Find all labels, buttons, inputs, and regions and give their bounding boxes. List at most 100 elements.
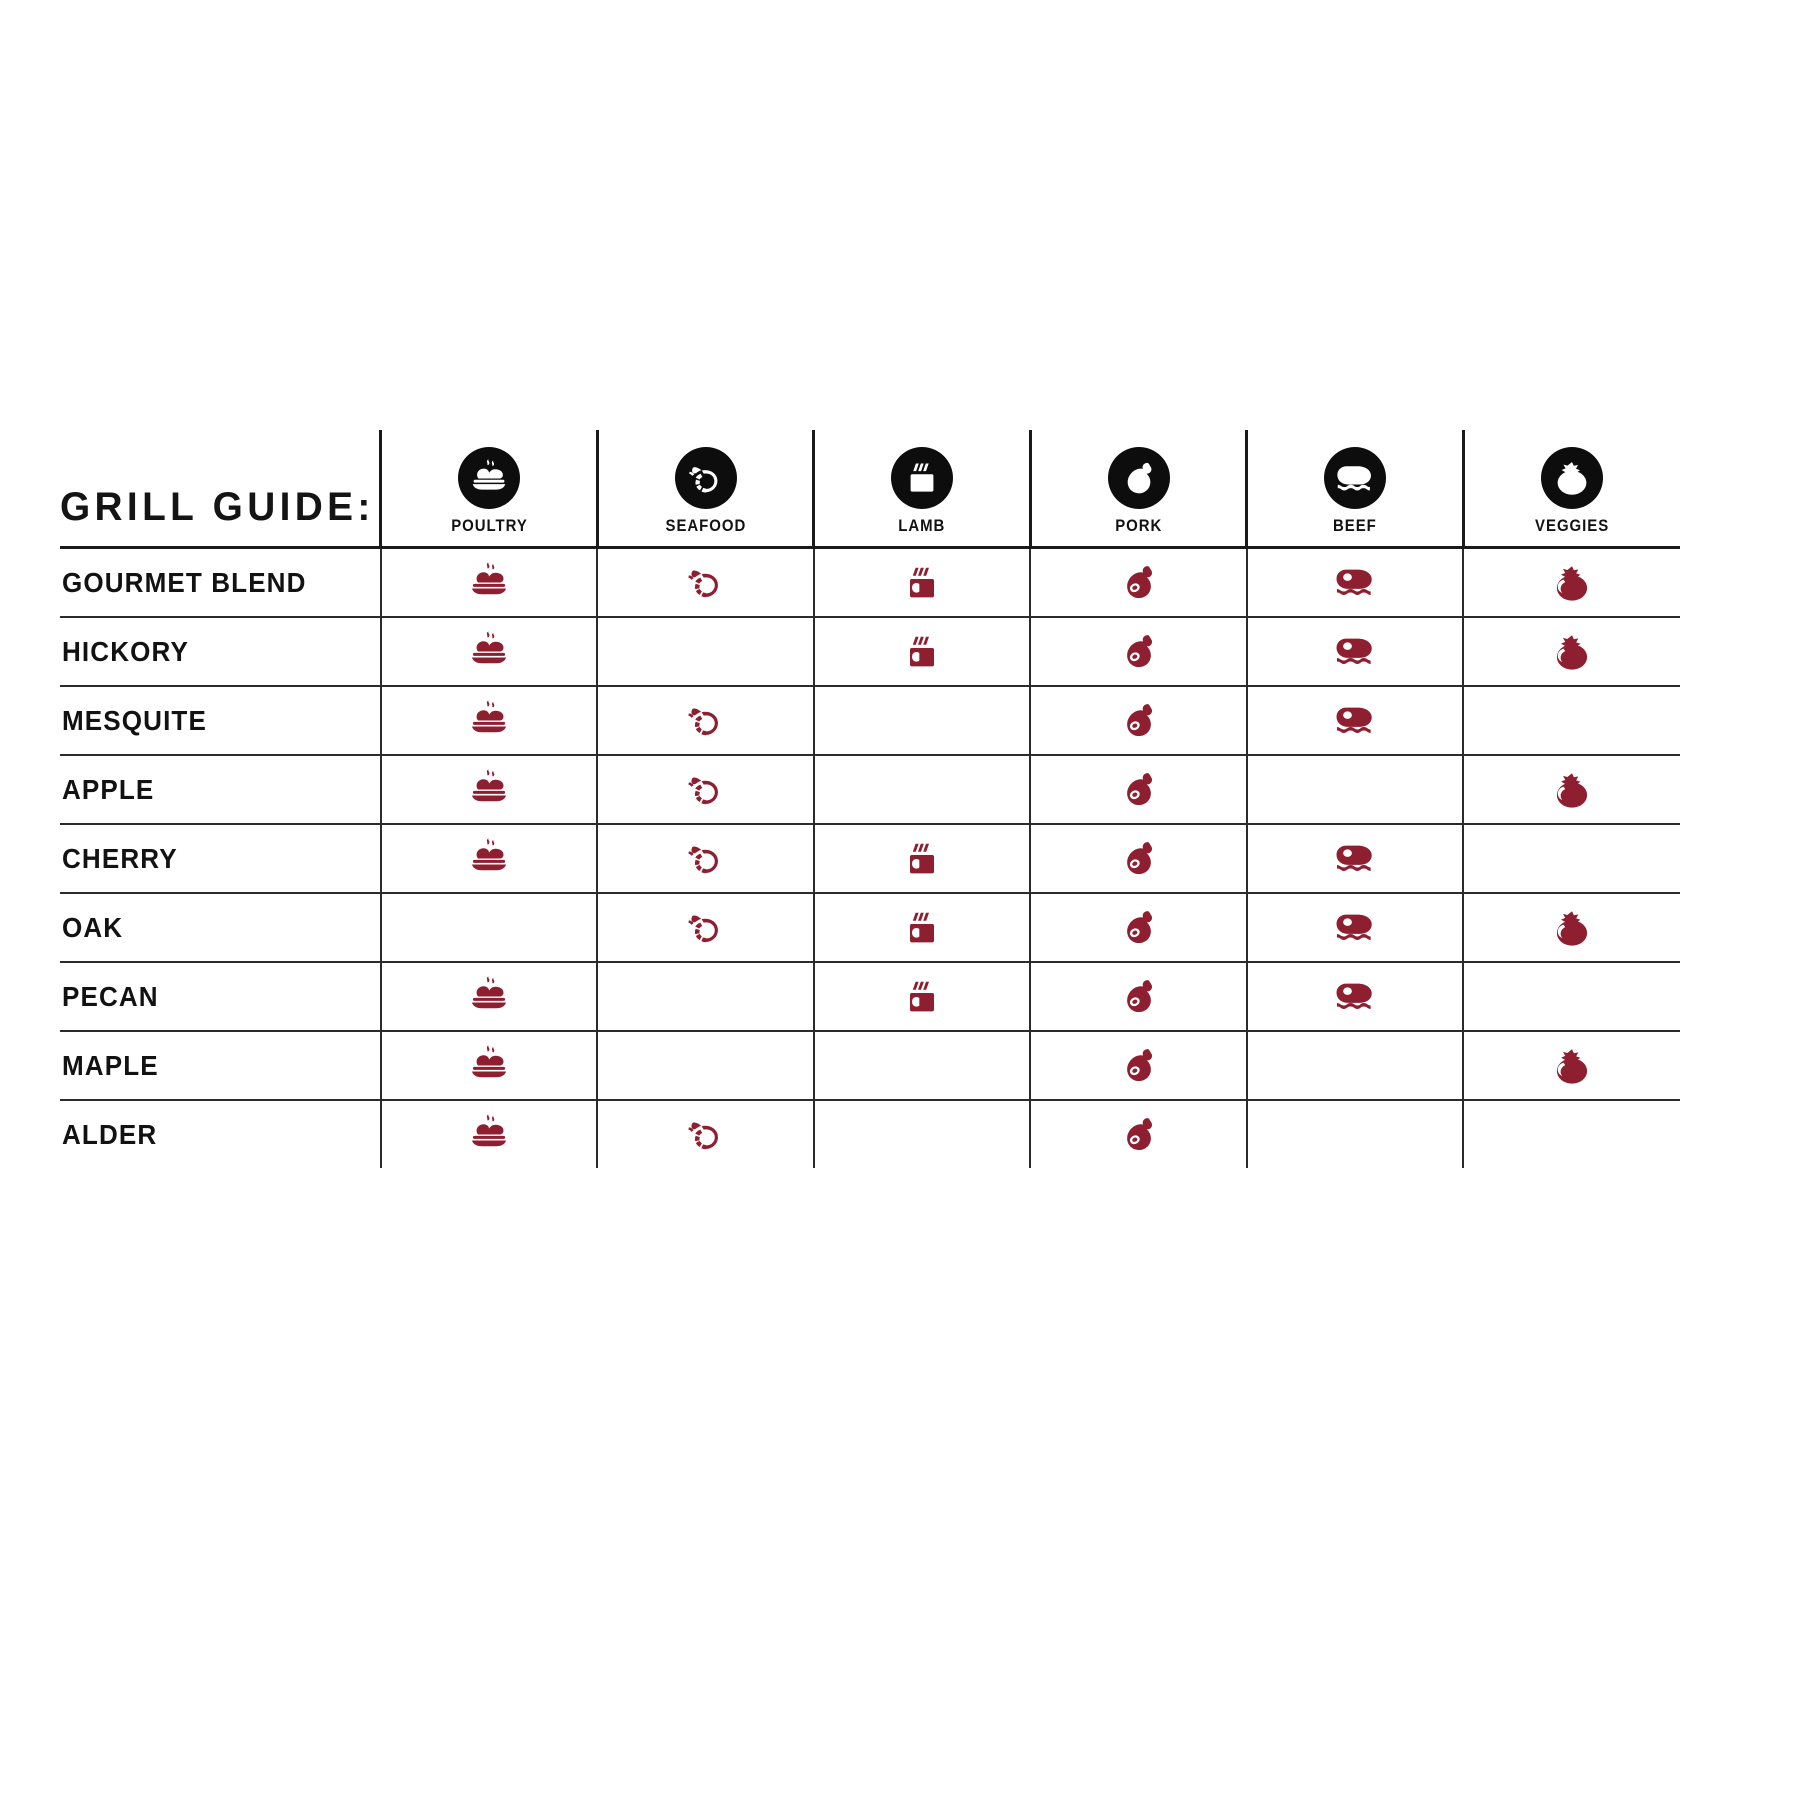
grill-guide-table-container: GRILL GUIDE: POULTRY (60, 430, 1740, 1168)
row-header-alder[interactable]: ALDER (60, 1100, 381, 1168)
column-header-veggies[interactable]: VEGGIES (1461, 430, 1680, 549)
table-row: CHERRY (60, 824, 1680, 894)
cell-apple-veggies[interactable] (1462, 755, 1680, 825)
cell-gourmet-blend-veggies[interactable] (1462, 547, 1680, 618)
steak-icon (1326, 901, 1384, 953)
cell-apple-poultry[interactable] (379, 755, 598, 825)
cell-cherry-pork[interactable] (1029, 824, 1247, 894)
tomato-icon (1543, 557, 1601, 609)
table-row: MESQUITE (60, 686, 1680, 756)
cell-apple-lamb[interactable] (812, 755, 1031, 825)
cell-apple-seafood[interactable] (596, 755, 814, 825)
cell-gourmet-blend-lamb[interactable] (812, 547, 1031, 618)
row-header-gourmet-blend[interactable]: GOURMET BLEND (60, 547, 381, 618)
cell-mesquite-poultry[interactable] (379, 686, 598, 756)
cell-oak-pork[interactable] (1029, 893, 1247, 963)
row-label: HICKORY (62, 635, 189, 667)
page-title: GRILL GUIDE: (60, 485, 375, 529)
row-header-hickory[interactable]: HICKORY (60, 617, 381, 687)
cell-gourmet-blend-poultry[interactable] (379, 547, 598, 618)
tomato-icon (1543, 902, 1601, 954)
cell-cherry-lamb[interactable] (812, 824, 1031, 894)
steak-icon (1326, 556, 1384, 608)
cell-maple-beef[interactable] (1245, 1031, 1464, 1101)
cell-gourmet-blend-pork[interactable] (1029, 547, 1247, 618)
steak-icon (1326, 970, 1384, 1022)
cell-mesquite-beef[interactable] (1245, 686, 1464, 756)
lamb-chop-icon (891, 447, 954, 509)
column-header-lamb[interactable]: LAMB (812, 430, 1031, 549)
ham-icon (1110, 832, 1168, 884)
cell-apple-beef[interactable] (1245, 755, 1464, 825)
table-header: GRILL GUIDE: POULTRY (60, 430, 1680, 549)
cell-maple-pork[interactable] (1029, 1031, 1247, 1101)
column-header-pork[interactable]: PORK (1028, 430, 1247, 549)
tomato-icon (1543, 1040, 1601, 1092)
cell-alder-seafood[interactable] (596, 1100, 814, 1168)
poultry-icon (460, 1039, 518, 1091)
cell-hickory-poultry[interactable] (379, 617, 598, 687)
row-header-apple[interactable]: APPLE (60, 755, 381, 825)
cell-oak-lamb[interactable] (812, 893, 1031, 963)
ham-icon (1110, 901, 1168, 953)
table-row: APPLE (60, 755, 1680, 825)
table-row: OAK (60, 893, 1680, 963)
column-header-beef[interactable]: BEEF (1245, 430, 1464, 549)
cell-oak-veggies[interactable] (1462, 893, 1680, 963)
cell-mesquite-pork[interactable] (1029, 686, 1247, 756)
cell-pecan-veggies[interactable] (1462, 962, 1680, 1032)
row-header-pecan[interactable]: PECAN (60, 962, 381, 1032)
row-label: MESQUITE (62, 704, 207, 736)
shrimp-icon (677, 901, 735, 953)
column-header-label: PORK (1115, 516, 1163, 535)
cell-cherry-beef[interactable] (1245, 824, 1464, 894)
cell-alder-pork[interactable] (1029, 1100, 1247, 1168)
cell-alder-lamb[interactable] (812, 1100, 1031, 1168)
cell-oak-beef[interactable] (1245, 893, 1464, 963)
cell-hickory-pork[interactable] (1029, 617, 1247, 687)
cell-mesquite-seafood[interactable] (596, 686, 814, 756)
cell-gourmet-blend-beef[interactable] (1245, 547, 1464, 618)
shrimp-icon (677, 832, 735, 884)
poultry-icon (460, 1108, 518, 1160)
cell-mesquite-lamb[interactable] (812, 686, 1031, 756)
cell-hickory-seafood[interactable] (596, 617, 814, 687)
column-header-poultry[interactable]: POULTRY (379, 430, 598, 549)
cell-alder-beef[interactable] (1245, 1100, 1464, 1168)
cell-pecan-lamb[interactable] (812, 962, 1031, 1032)
cell-hickory-beef[interactable] (1245, 617, 1464, 687)
tomato-icon (1541, 447, 1604, 509)
ham-icon (1110, 970, 1168, 1022)
cell-mesquite-veggies[interactable] (1462, 686, 1680, 756)
tomato-icon (1543, 626, 1601, 678)
row-header-oak[interactable]: OAK (60, 893, 381, 963)
cell-cherry-poultry[interactable] (379, 824, 598, 894)
cell-maple-seafood[interactable] (596, 1031, 814, 1101)
column-header-label: BEEF (1333, 516, 1378, 535)
cell-oak-poultry[interactable] (379, 893, 598, 963)
cell-alder-poultry[interactable] (379, 1100, 598, 1168)
row-label: MAPLE (62, 1049, 159, 1081)
cell-maple-poultry[interactable] (379, 1031, 598, 1101)
cell-oak-seafood[interactable] (596, 893, 814, 963)
cell-cherry-veggies[interactable] (1462, 824, 1680, 894)
cell-maple-lamb[interactable] (812, 1031, 1031, 1101)
cell-pecan-beef[interactable] (1245, 962, 1464, 1032)
cell-maple-veggies[interactable] (1462, 1031, 1680, 1101)
cell-gourmet-blend-seafood[interactable] (596, 547, 814, 618)
cell-alder-veggies[interactable] (1462, 1100, 1680, 1168)
row-header-mesquite[interactable]: MESQUITE (60, 686, 381, 756)
column-header-seafood[interactable]: SEAFOOD (595, 430, 814, 549)
cell-hickory-veggies[interactable] (1462, 617, 1680, 687)
ham-icon (1110, 1108, 1168, 1160)
row-header-maple[interactable]: MAPLE (60, 1031, 381, 1101)
ham-icon (1110, 625, 1168, 677)
cell-apple-pork[interactable] (1029, 755, 1247, 825)
cell-pecan-pork[interactable] (1029, 962, 1247, 1032)
table-body: GOURMET BLEND HICKORY MESQUITE APPLE CHERRY O… (60, 547, 1680, 1168)
cell-hickory-lamb[interactable] (812, 617, 1031, 687)
row-header-cherry[interactable]: CHERRY (60, 824, 381, 894)
cell-pecan-poultry[interactable] (379, 962, 598, 1032)
cell-pecan-seafood[interactable] (596, 962, 814, 1032)
cell-cherry-seafood[interactable] (596, 824, 814, 894)
